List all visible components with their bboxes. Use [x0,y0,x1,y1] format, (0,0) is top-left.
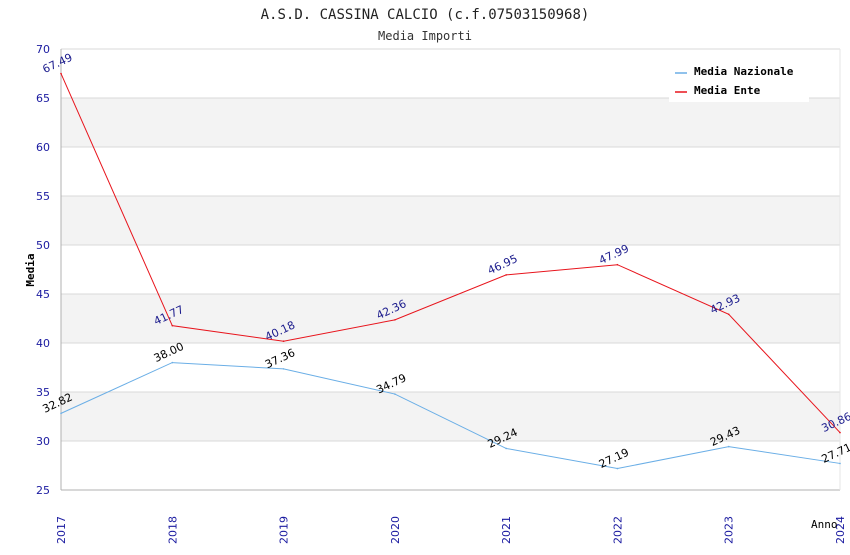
data-label: 27.71 [819,441,850,466]
data-label: 46.95 [486,252,520,277]
y-tick-label: 25 [36,484,50,497]
x-tick-labels: 2017 2018 2019 2020 2021 2022 2023 2024 [55,516,847,544]
y-tick-label: 65 [36,92,50,105]
x-axis-label: Anno [811,518,838,531]
y-tick-label: 55 [36,190,50,203]
x-tick-label: 2024 [834,516,847,544]
series-lines [60,72,841,470]
x-tick-label: 2021 [500,516,513,544]
data-point [616,263,619,266]
y-tick-label: 45 [36,288,50,301]
background-band [61,392,840,441]
x-tick-label: 2018 [166,516,179,544]
series-line-media-ente [60,73,841,433]
data-point [505,274,507,276]
y-tick-label: 30 [36,435,50,448]
data-point [505,447,507,450]
x-tick-label: 2020 [389,516,402,544]
data-point [727,445,730,448]
y-axis-label: Media [24,253,37,286]
data-point [171,361,174,364]
data-point [60,72,62,75]
data-point [394,319,396,321]
x-tick-label: 2023 [723,516,736,544]
legend-box [669,58,809,102]
y-tick-label: 40 [36,337,50,350]
data-point [282,368,285,370]
chart-subtitle: Media Importi [378,29,472,43]
data-point [394,393,396,395]
chart-title: A.S.D. CASSINA CALCIO (c.f.07503150968) [261,7,590,23]
y-tick-label: 35 [36,386,50,399]
x-tick-label: 2022 [611,516,624,544]
legend-label-media-ente: Media Ente [694,84,761,97]
legend: Media Nazionale Media Ente [669,58,809,102]
data-point [727,313,730,316]
data-point [60,412,62,415]
data-point [839,431,841,434]
data-label: 38.00 [152,340,186,365]
data-point [282,340,285,343]
gridlines [61,48,840,491]
series-line-media-nazionale [60,362,841,470]
background-band [61,294,840,343]
legend-label-media-nazionale: Media Nazionale [694,65,794,78]
data-label: 47.99 [597,242,631,267]
background-bands [61,98,840,441]
y-tick-labels: 25 30 35 40 45 50 55 60 65 70 [36,43,50,497]
axes [60,49,841,491]
data-point [171,324,174,327]
x-tick-label: 2019 [278,516,291,544]
y-tick-label: 70 [36,43,50,56]
y-tick-label: 50 [36,239,50,252]
data-label: 37.36 [263,346,297,371]
data-point [616,467,619,470]
y-tick-label: 60 [36,141,50,154]
background-band [61,98,840,147]
x-tick-label: 2017 [55,516,68,544]
data-point [839,462,841,465]
background-band [61,196,840,245]
